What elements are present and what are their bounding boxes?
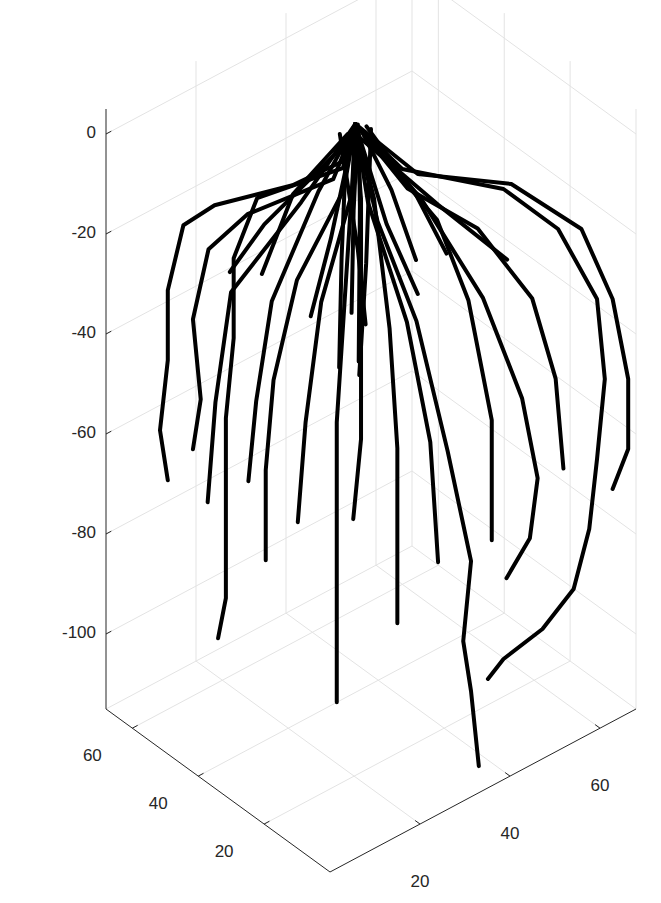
z-tick-label: -80 <box>71 523 96 542</box>
axes: 20 40 60 20 40 60 -100 -80 -60 -40 -20 0 <box>62 109 636 891</box>
x-tick <box>595 725 600 729</box>
root-line <box>248 124 355 481</box>
z-tick-label: -20 <box>71 223 96 242</box>
root-line <box>339 144 346 368</box>
wall-edge <box>412 546 636 709</box>
chart: 20 40 60 20 40 60 -100 -80 -60 -40 -20 0 <box>0 0 661 903</box>
root-line <box>355 124 604 679</box>
root-line <box>355 124 491 540</box>
grid-line <box>376 565 600 728</box>
wall-edge <box>636 109 637 709</box>
z-tick-label: -40 <box>71 323 96 342</box>
root-line <box>355 124 563 469</box>
root-line <box>208 124 356 502</box>
root-line <box>355 124 537 578</box>
root-line <box>367 126 447 253</box>
z-tick-label: 0 <box>87 123 96 142</box>
x-tick <box>415 821 420 825</box>
root-line <box>160 124 355 480</box>
grid-line <box>106 0 412 134</box>
root-line <box>355 124 438 562</box>
grid-line <box>570 61 571 661</box>
z-tick <box>106 431 111 434</box>
root-line <box>359 129 371 375</box>
x-tick-label: 20 <box>411 872 430 891</box>
root-line <box>359 131 360 361</box>
grid-line <box>504 13 505 613</box>
grid-line <box>412 471 636 634</box>
z-tick <box>106 231 111 234</box>
z-tick <box>106 331 111 334</box>
root-line <box>355 134 507 260</box>
wall-edge <box>106 546 412 709</box>
grid-line <box>132 565 438 728</box>
grid-line <box>286 13 287 613</box>
x-axis-line <box>330 709 636 872</box>
z-tick <box>106 131 111 134</box>
root-line <box>352 124 358 312</box>
y-tick-label: 20 <box>215 842 234 861</box>
roots <box>160 124 628 766</box>
grid-line <box>376 0 377 565</box>
root-line <box>363 134 416 260</box>
x-tick-label: 60 <box>591 776 610 795</box>
root-line <box>230 134 356 272</box>
grid-line <box>412 0 636 134</box>
grid <box>106 0 636 824</box>
z-axis-line <box>106 109 107 709</box>
z-tick <box>106 631 111 634</box>
y-tick <box>264 821 269 824</box>
grid-line <box>198 613 504 776</box>
grid-line <box>264 661 570 824</box>
wall-edge <box>412 0 413 546</box>
z-tick-label: -100 <box>62 623 96 642</box>
y-tick <box>132 725 137 728</box>
y-tick <box>198 773 203 776</box>
grid-line <box>106 471 412 634</box>
x-tick <box>505 773 510 777</box>
z-tick <box>106 531 111 534</box>
grid-line <box>438 0 439 565</box>
y-axis-line <box>106 709 330 872</box>
y-tick-label: 60 <box>83 746 102 765</box>
y-tick-label: 40 <box>149 794 168 813</box>
z-tick-label: -60 <box>71 423 96 442</box>
grid-line <box>196 661 420 824</box>
x-tick-label: 40 <box>501 824 520 843</box>
